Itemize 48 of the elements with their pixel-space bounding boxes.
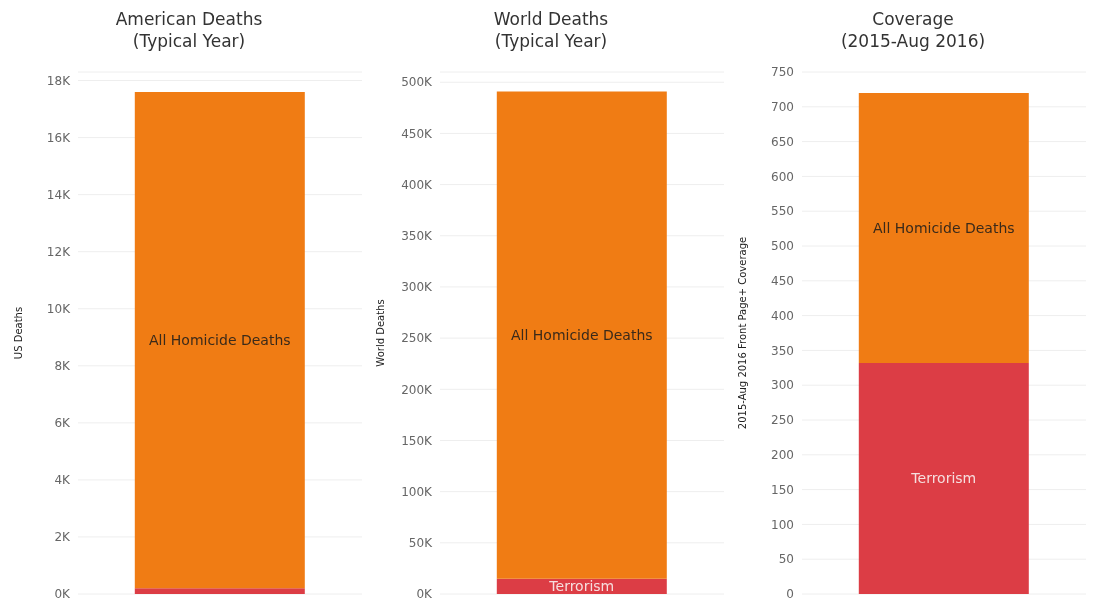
y-tick-label: 650 xyxy=(771,134,794,149)
y-axis-title: 2015-Aug 2016 Front Page+ Coverage xyxy=(736,236,748,430)
y-tick-label: 6K xyxy=(54,416,72,431)
y-tick-label: 10K xyxy=(46,302,72,317)
y-tick-label: 600 xyxy=(771,169,794,184)
y-tick-label: 500 xyxy=(771,239,794,254)
y-tick-label: 450K xyxy=(401,126,434,141)
y-tick-label: 500K xyxy=(401,75,434,90)
y-tick-label: 100K xyxy=(401,484,434,499)
y-axis-title: US Deaths xyxy=(12,306,24,360)
y-axis-title: World Deaths xyxy=(374,299,386,367)
y-tick-label: 400 xyxy=(771,308,794,323)
y-tick-label: 750 xyxy=(771,65,794,80)
y-tick-label: 300K xyxy=(401,280,434,295)
y-tick-label: 200 xyxy=(771,448,794,463)
y-tick-label: 250 xyxy=(771,413,794,428)
chart-title: World Deaths (Typical Year) xyxy=(492,8,610,52)
y-tick-label: 300 xyxy=(771,378,794,393)
y-tick-label: 150K xyxy=(401,433,434,448)
y-tick-label: 400K xyxy=(401,177,434,192)
y-tick-label: 2K xyxy=(54,530,72,545)
series-label: Terrorism xyxy=(910,470,977,487)
y-tick-label: 200K xyxy=(401,382,434,397)
y-tick-label: 12K xyxy=(46,244,72,259)
y-tick-label: 350K xyxy=(401,229,434,244)
series-label: All Homicide Deaths xyxy=(149,332,291,349)
y-tick-label: 100 xyxy=(771,517,794,532)
y-tick-label: 250K xyxy=(401,331,434,346)
y-tick-label: 0 xyxy=(786,587,794,598)
series-label: All Homicide Deaths xyxy=(511,327,653,344)
chart-title: American Deaths (Typical Year) xyxy=(114,8,264,52)
y-tick-label: 14K xyxy=(46,187,72,202)
y-tick-label: 350 xyxy=(771,343,794,358)
y-tick-label: 50 xyxy=(778,552,794,567)
y-tick-label: 18K xyxy=(46,73,72,88)
chart-title: Coverage (2015-Aug 2016) xyxy=(839,8,987,52)
y-tick-label: 16K xyxy=(46,130,72,145)
y-tick-label: 450 xyxy=(771,274,794,289)
y-tick-label: 0K xyxy=(416,587,434,598)
y-tick-label: 4K xyxy=(54,473,72,488)
y-tick-label: 550 xyxy=(771,204,794,219)
y-tick-label: 700 xyxy=(771,100,794,115)
y-tick-label: 50K xyxy=(408,536,434,551)
y-tick-label: 0K xyxy=(54,587,72,598)
y-tick-label: 150 xyxy=(771,482,794,497)
series-label: All Homicide Deaths xyxy=(873,219,1015,236)
y-tick-label: 8K xyxy=(54,359,72,374)
series-label: Terrorism xyxy=(548,578,615,595)
